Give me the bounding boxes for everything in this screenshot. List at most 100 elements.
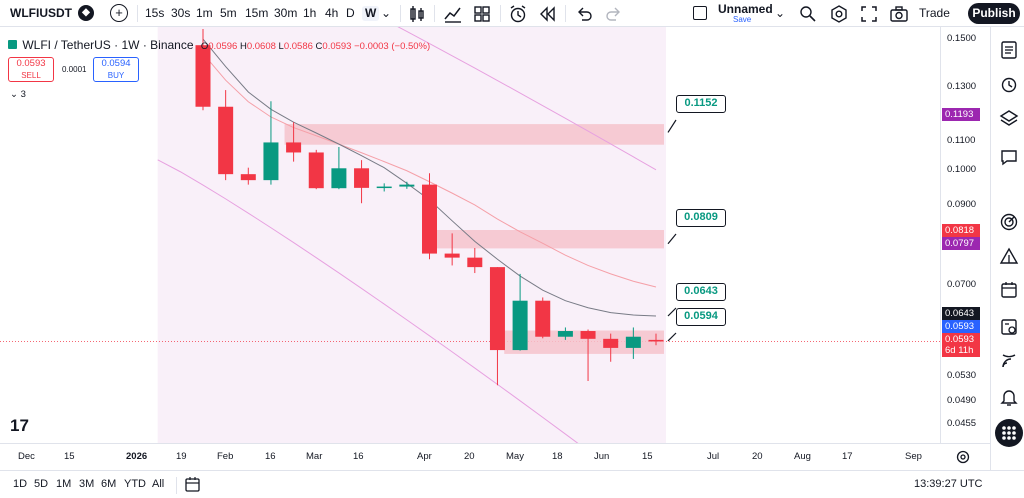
clock-timezone[interactable]: 13:39:27 UTC	[914, 478, 983, 490]
alert-clock-icon[interactable]	[508, 4, 528, 24]
candle-body	[535, 300, 551, 337]
trade-button[interactable]: Trade	[919, 6, 950, 20]
legend-collapse-icon[interactable]	[8, 40, 17, 49]
symbol-search[interactable]: WLFIUSDT ◆	[4, 3, 96, 23]
time-label: Sep	[905, 451, 922, 462]
range-3m[interactable]: 3M	[79, 478, 95, 490]
candle-body	[376, 186, 392, 189]
fullscreen-icon[interactable]	[859, 4, 879, 24]
price-callout[interactable]: 0.0809	[676, 209, 726, 227]
publish-button[interactable]: Publish	[968, 3, 1020, 24]
tradingview-logo: 17	[10, 416, 29, 435]
timeframe-D[interactable]: D	[346, 6, 355, 20]
callout-leader	[667, 119, 677, 133]
chart-canvas[interactable]: 17	[0, 0, 940, 498]
timeframe-1m[interactable]: 1m	[196, 6, 213, 20]
layout-save-link[interactable]: Save	[733, 15, 752, 24]
timeframe-15s[interactable]: 15s	[145, 6, 165, 20]
axis-settings-icon[interactable]	[955, 449, 971, 465]
settings-gear-icon[interactable]	[829, 4, 849, 24]
low-value: 0.0586	[283, 41, 313, 52]
add-symbol-icon[interactable]: +	[110, 4, 128, 22]
price-callout[interactable]: 0.0594	[676, 308, 726, 326]
ideas-target-icon[interactable]	[999, 212, 1019, 232]
sell-button[interactable]: 0.0593 SELL	[8, 57, 54, 82]
layout-name[interactable]: Unnamed	[718, 2, 773, 16]
divider	[400, 5, 401, 22]
timeframe-1h[interactable]: 1h	[303, 6, 317, 20]
candle-body	[512, 300, 528, 351]
current-price: 0.0593	[945, 334, 975, 345]
price-tick: 0.1100	[947, 135, 976, 146]
time-label: 19	[176, 451, 187, 462]
goto-date-calendar-icon[interactable]	[184, 476, 202, 494]
timeframe-30s[interactable]: 30s	[171, 6, 191, 20]
indicators-toggle[interactable]: ⌄ 3	[10, 89, 26, 100]
undo-icon[interactable]	[574, 4, 594, 24]
notifications-bell-icon[interactable]	[999, 387, 1019, 407]
timeframe-5m[interactable]: 5m	[220, 6, 237, 20]
chart-pane[interactable]: 17	[0, 0, 940, 498]
candle-body	[331, 168, 347, 189]
watchlist-icon[interactable]	[999, 40, 1019, 60]
replay-icon[interactable]	[538, 4, 558, 24]
top-toolbar: WLFIUSDT ◆ + 15s 30s 1m 5m 15m 30m 1h 4h D W ⌄ Un…	[0, 0, 1024, 27]
indicators-icon[interactable]	[443, 4, 463, 24]
price-tag: 0.0797	[942, 237, 980, 250]
range-ytd[interactable]: YTD	[124, 478, 146, 490]
divider	[565, 5, 566, 22]
timeframe-4h[interactable]: 4h	[325, 6, 339, 20]
more-apps-icon[interactable]	[995, 419, 1023, 447]
layouts-grid-icon[interactable]	[472, 4, 492, 24]
range-5d[interactable]: 5D	[34, 478, 49, 490]
layout-dropdown-icon[interactable]: ⌄	[775, 6, 786, 20]
object-tree-layers-icon[interactable]	[999, 108, 1019, 128]
high-label: H	[239, 41, 247, 52]
quick-search-icon[interactable]	[798, 4, 818, 24]
indicators-count: 3	[20, 89, 26, 100]
redo-icon[interactable]	[604, 4, 624, 24]
price-axis[interactable]: 0.1500 0.1300 0.1100 0.1000 0.0900 0.070…	[940, 27, 990, 443]
sell-price: 0.0593	[16, 58, 46, 69]
timeframe-30m[interactable]: 30m	[274, 6, 298, 20]
sell-label: SELL	[21, 71, 41, 80]
camera-snapshot-icon[interactable]	[889, 4, 909, 24]
right-sidebar	[990, 27, 1024, 470]
alerts-clock-icon[interactable]	[999, 74, 1019, 94]
calculator-icon[interactable]	[999, 317, 1019, 337]
range-all[interactable]: All	[152, 478, 165, 490]
chart-legend: WLFI / TetherUS · 1W · Binance O0.0596 H…	[8, 38, 430, 52]
range-1m[interactable]: 1M	[56, 478, 72, 490]
time-label: 15	[642, 451, 653, 462]
price-tick: 0.0490	[947, 395, 977, 406]
chevron-down-icon: ⌄	[10, 89, 18, 100]
open-value: 0.0596	[208, 41, 238, 52]
timeframe-dropdown-icon[interactable]: ⌄	[381, 6, 392, 20]
price-tick: 0.0530	[947, 370, 977, 381]
broadcast-signal-icon[interactable]	[999, 351, 1019, 371]
timeframe-W[interactable]: W	[362, 6, 380, 21]
price-tick: 0.0455	[947, 418, 977, 429]
buy-button[interactable]: 0.0594 BUY	[93, 57, 139, 82]
candle-type-icon[interactable]	[407, 4, 427, 24]
layout-checkbox[interactable]	[693, 6, 707, 20]
compare-plus-icon[interactable]: ◆	[78, 5, 94, 21]
range-6m[interactable]: 6M	[101, 478, 117, 490]
timeframe-15m[interactable]: 15m	[245, 6, 269, 20]
time-axis[interactable]: Dec 15 2026 19 Feb 16 Mar 16 Apr 20 May 18 Jun 15 Jul 2…	[0, 443, 990, 470]
calendar-icon[interactable]	[999, 280, 1019, 300]
candle-body	[557, 331, 573, 337]
tent-icon[interactable]	[999, 246, 1019, 266]
time-label: 20	[464, 451, 475, 462]
close-label: C	[315, 41, 323, 52]
candle-body	[467, 257, 483, 268]
range-1d[interactable]: 1D	[13, 478, 28, 490]
high-value: 0.0608	[246, 41, 276, 52]
chat-icon[interactable]	[999, 147, 1019, 167]
callout-leader	[667, 233, 677, 245]
price-callout[interactable]: 0.1152	[676, 95, 726, 113]
price-callout[interactable]: 0.0643	[676, 283, 726, 301]
candle-body	[603, 338, 619, 348]
divider	[434, 5, 435, 22]
legend-title[interactable]: WLFI / TetherUS · 1W · Binance	[22, 38, 194, 52]
